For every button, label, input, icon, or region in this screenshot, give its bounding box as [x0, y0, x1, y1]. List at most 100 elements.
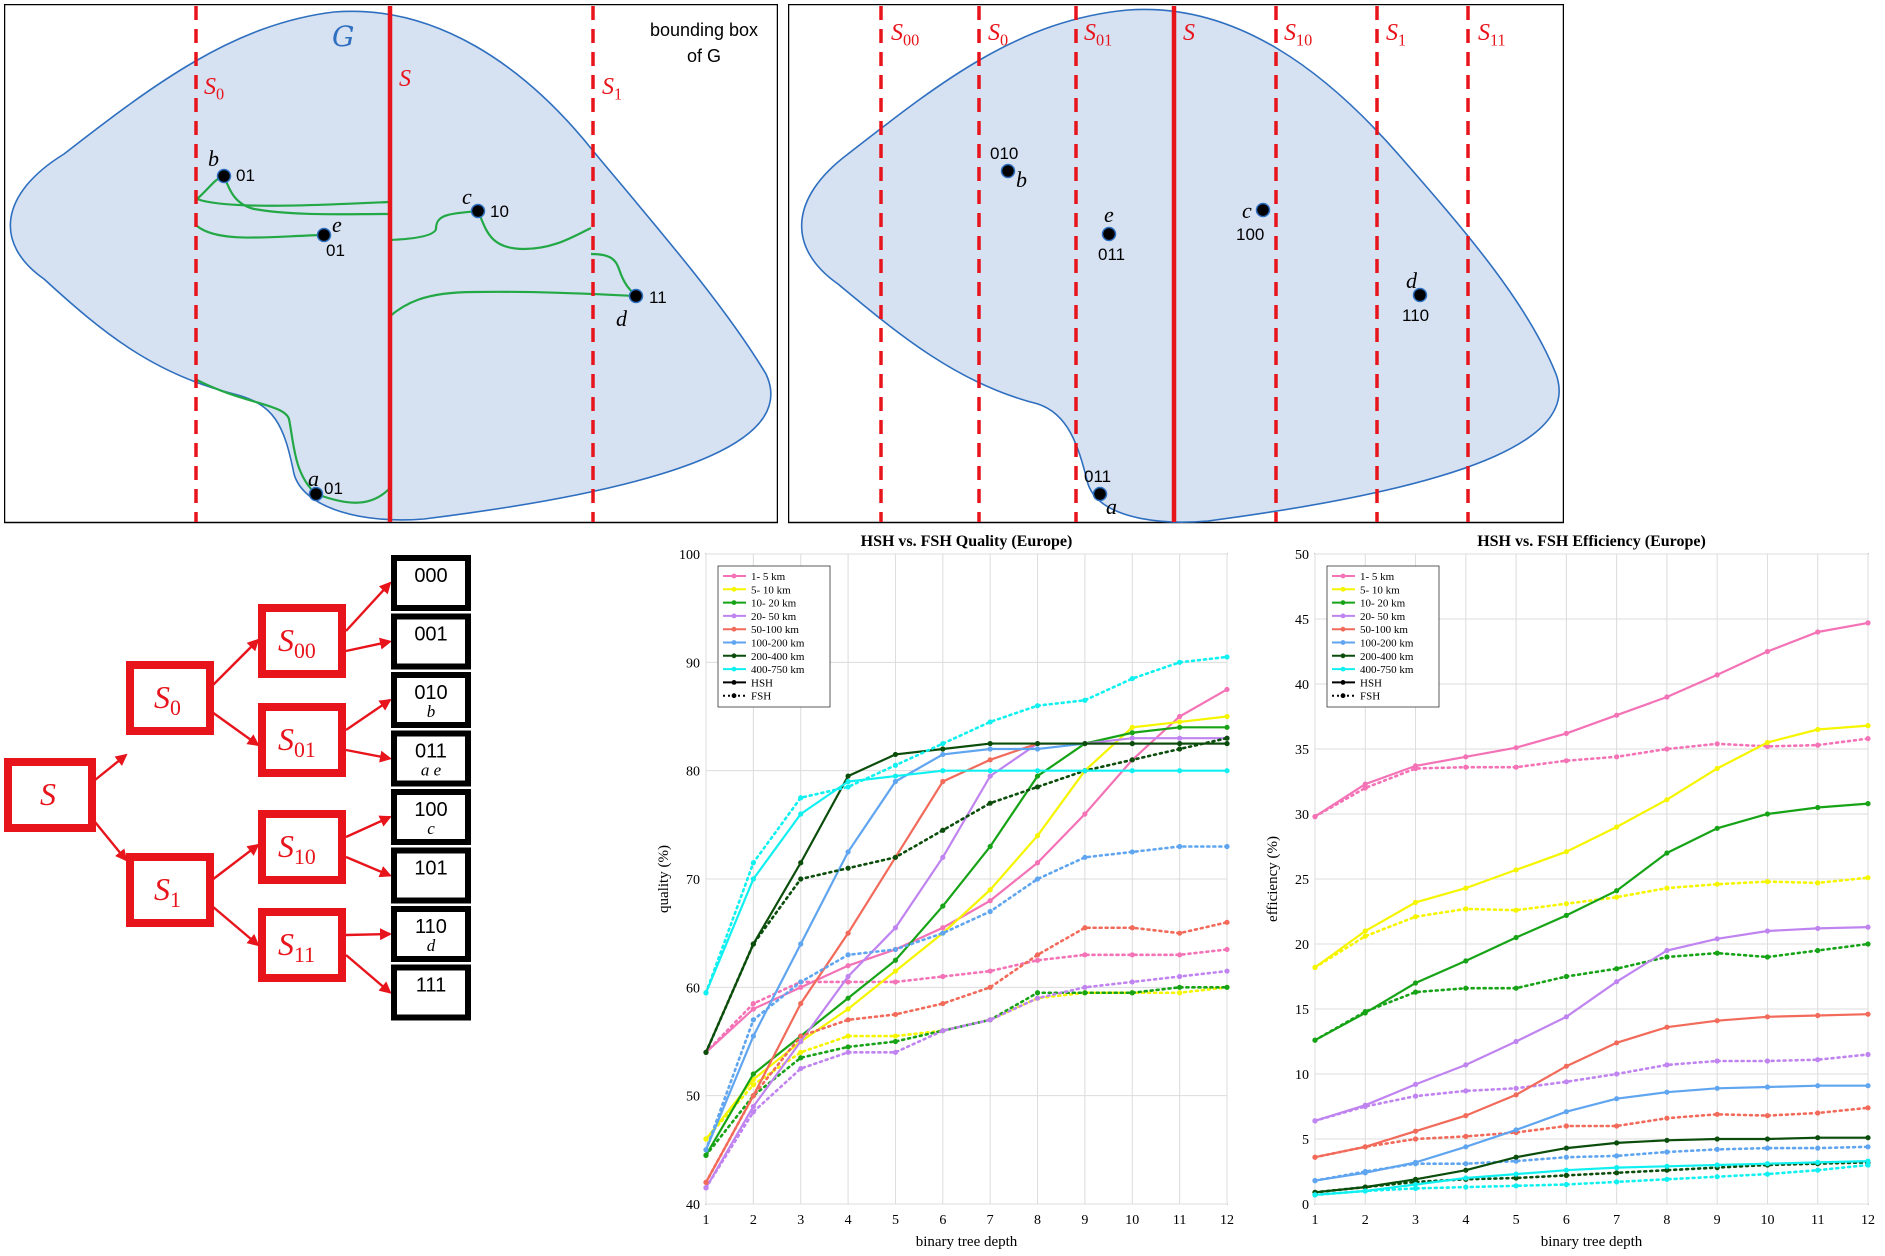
data-point — [987, 746, 993, 752]
data-point — [987, 719, 993, 725]
data-point — [892, 751, 899, 758]
tree-leaf-points: b — [427, 702, 436, 721]
data-point — [1815, 1057, 1821, 1063]
y-tick-label: 30 — [1295, 808, 1309, 823]
data-point — [1563, 912, 1569, 918]
data-point — [940, 778, 946, 785]
data-point — [1815, 1012, 1821, 1019]
legend-marker — [1340, 613, 1346, 619]
data-point — [1412, 1136, 1419, 1142]
data-point — [1664, 1149, 1670, 1155]
data-point — [1764, 879, 1771, 885]
edge — [196, 379, 317, 495]
data-point — [845, 773, 851, 779]
series-line — [703, 919, 1230, 1185]
data-point — [1513, 745, 1519, 751]
tree-leaf-box — [391, 964, 471, 1021]
tree-edge — [211, 905, 260, 947]
data-point — [1177, 843, 1183, 850]
edge — [196, 197, 390, 207]
data-point — [1614, 1140, 1620, 1146]
data-point — [1865, 875, 1871, 881]
data-point — [1815, 726, 1821, 733]
legend-label: 1- 5 km — [751, 571, 786, 583]
y-tick-label: 5 — [1302, 1133, 1309, 1148]
data-point — [1664, 954, 1670, 960]
data-point — [1815, 1167, 1821, 1173]
data-point — [1177, 930, 1183, 936]
edge — [476, 210, 592, 251]
series-line — [703, 984, 1230, 1158]
data-point — [940, 854, 946, 860]
legend-item: 400-750 km — [1332, 664, 1414, 676]
region-g — [800, 8, 1560, 523]
legend-item: 200-400 km — [1332, 651, 1414, 663]
x-tick-label: 1 — [1312, 1213, 1319, 1228]
data-point — [1362, 1009, 1368, 1015]
series-line — [1312, 736, 1871, 820]
data-point — [1563, 1109, 1569, 1115]
tree-edge — [211, 638, 260, 687]
data-point — [987, 887, 993, 893]
series-line — [1312, 1051, 1871, 1124]
legend-item: 50-100 km — [1332, 624, 1408, 636]
data-point — [1224, 740, 1230, 747]
legend-item: 100-200 km — [1332, 638, 1414, 650]
data-point — [1815, 925, 1821, 931]
data-point — [845, 930, 851, 936]
data-point — [987, 843, 993, 850]
series-path — [1313, 621, 1870, 818]
y-axis-label: efficiency (%) — [1265, 836, 1281, 922]
tree-leaf-points: d — [427, 936, 436, 955]
data-point — [892, 1011, 899, 1018]
data-point — [1815, 1145, 1821, 1151]
data-point — [1224, 984, 1230, 990]
data-point — [1177, 952, 1183, 958]
series-path — [704, 736, 1229, 1054]
data-point — [1865, 1051, 1871, 1058]
data-point — [1224, 654, 1230, 660]
legend-marker — [1340, 573, 1346, 579]
series-path — [1313, 737, 1870, 818]
point-e: e 01 — [316, 212, 345, 260]
data-point — [845, 1006, 851, 1012]
data-point — [798, 1065, 804, 1072]
data-point — [987, 800, 993, 806]
data-point — [1563, 1123, 1569, 1129]
data-point — [703, 1147, 709, 1153]
x-tick-label: 12 — [1220, 1213, 1234, 1228]
point-a: a 01 — [308, 466, 343, 502]
data-point — [798, 811, 804, 817]
data-point — [1764, 1136, 1771, 1142]
point-d: d 11 — [616, 288, 667, 331]
series-line — [703, 968, 1230, 1191]
point-marker — [308, 486, 324, 502]
series-line — [1312, 875, 1871, 970]
split-label: S01 — [1084, 20, 1112, 49]
legend-item: HSH — [1332, 677, 1382, 689]
data-point — [1764, 1084, 1771, 1090]
data-point — [1463, 985, 1469, 991]
legend-marker — [731, 653, 737, 659]
data-point — [798, 1000, 804, 1007]
data-point — [1412, 989, 1419, 995]
edge — [222, 175, 390, 216]
data-point — [1815, 947, 1821, 954]
data-point — [1463, 1133, 1469, 1139]
data-point — [1815, 629, 1821, 635]
data-point — [1664, 694, 1670, 700]
data-point — [1865, 924, 1871, 930]
data-point — [1664, 850, 1670, 856]
data-point — [1177, 713, 1183, 720]
data-point — [1614, 1153, 1620, 1159]
tree-node: S — [4, 758, 96, 832]
data-point — [1082, 990, 1088, 996]
tree-leaf: 000 — [391, 555, 471, 611]
legend-label: 1- 5 km — [1360, 571, 1395, 583]
data-point — [1463, 1161, 1469, 1167]
x-tick-label: 4 — [845, 1213, 852, 1228]
tree-edge — [345, 954, 392, 994]
data-point — [1362, 785, 1368, 791]
legend-item: 50-100 km — [723, 624, 799, 636]
